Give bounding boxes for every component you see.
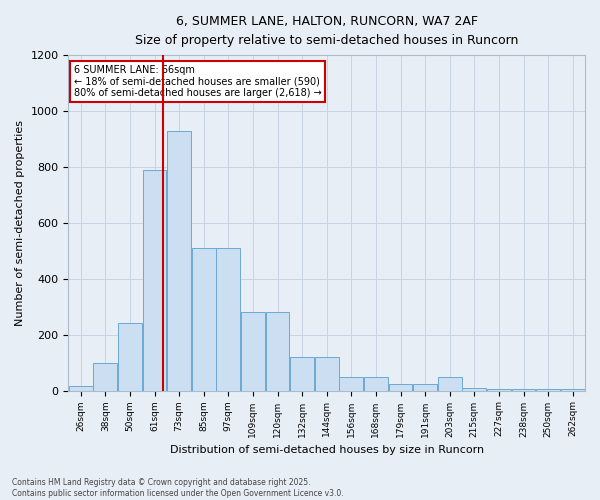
Bar — [512, 389, 535, 390]
Bar — [266, 312, 289, 390]
Bar — [315, 357, 338, 390]
Bar — [192, 248, 215, 390]
Bar — [118, 324, 142, 390]
Text: 6 SUMMER LANE: 66sqm
← 18% of semi-detached houses are smaller (590)
80% of semi: 6 SUMMER LANE: 66sqm ← 18% of semi-detac… — [74, 65, 322, 98]
Bar — [438, 376, 461, 390]
Bar — [536, 389, 560, 390]
Bar — [94, 362, 117, 390]
Bar — [217, 248, 240, 390]
Bar — [290, 357, 314, 390]
Bar — [389, 384, 412, 390]
Bar — [69, 386, 92, 390]
Title: 6, SUMMER LANE, HALTON, RUNCORN, WA7 2AF
Size of property relative to semi-detac: 6, SUMMER LANE, HALTON, RUNCORN, WA7 2AF… — [135, 15, 518, 47]
X-axis label: Distribution of semi-detached houses by size in Runcorn: Distribution of semi-detached houses by … — [170, 445, 484, 455]
Bar — [561, 389, 584, 390]
Bar — [463, 388, 486, 390]
Bar — [241, 312, 265, 390]
Bar — [413, 384, 437, 390]
Bar — [364, 376, 388, 390]
Bar — [340, 376, 363, 390]
Y-axis label: Number of semi-detached properties: Number of semi-detached properties — [15, 120, 25, 326]
Bar — [143, 170, 166, 390]
Bar — [167, 130, 191, 390]
Bar — [487, 389, 511, 390]
Text: Contains HM Land Registry data © Crown copyright and database right 2025.
Contai: Contains HM Land Registry data © Crown c… — [12, 478, 344, 498]
